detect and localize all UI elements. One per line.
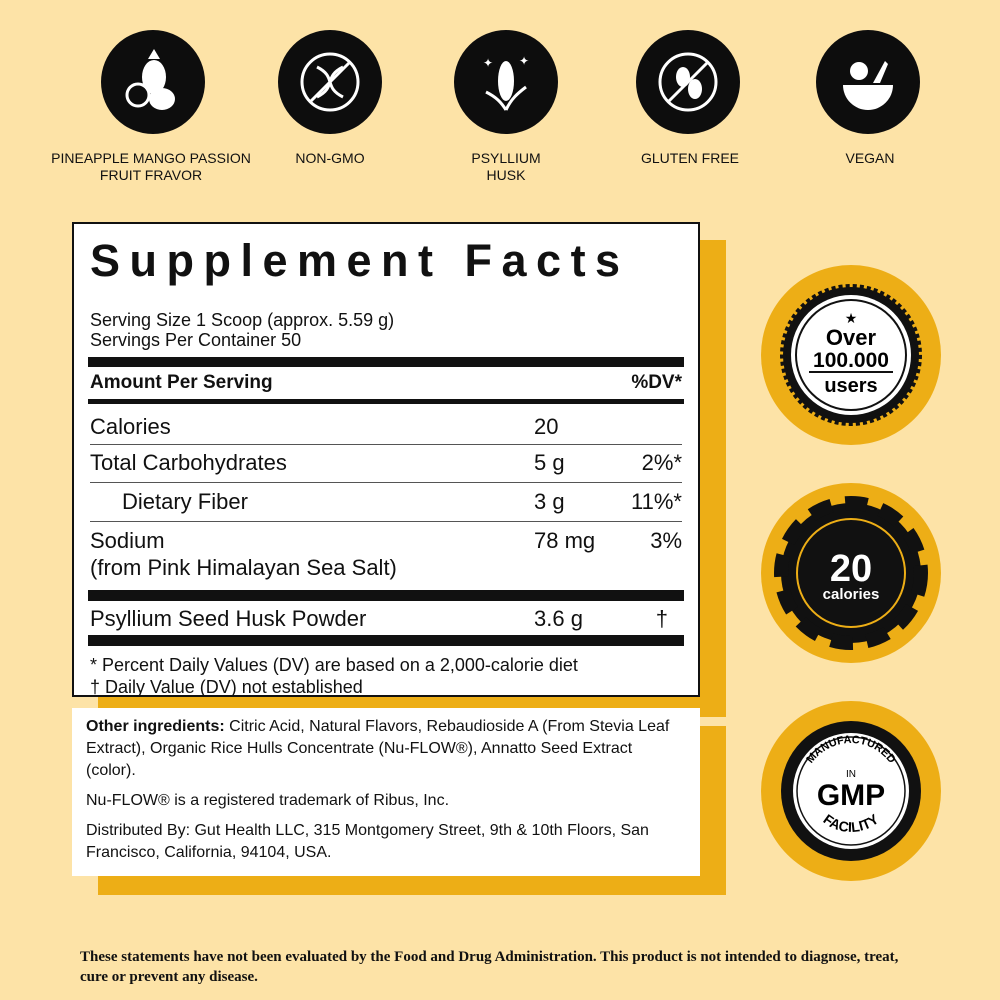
footnote: † Daily Value (DV) not established [90, 677, 363, 697]
badge-number: 20 [830, 548, 872, 590]
amount-header: Amount Per Serving [90, 372, 273, 393]
nutrient-row: Psyllium Seed Husk Powder 3.6 g † [90, 601, 682, 635]
ingredients-label: Other ingredients: [86, 718, 225, 735]
nutrient-dv: † [655, 606, 668, 631]
nutrient-value: 20 [534, 414, 559, 439]
trademark-note: Nu-FLOW® is a registered trademark of Ri… [86, 792, 450, 809]
dv-header: %DV* [631, 372, 682, 393]
divider [88, 635, 684, 646]
star-icon: ★ [845, 310, 858, 326]
psyllium-icon: ✦ ✦ [454, 30, 558, 134]
calories-badge: 20 calories [761, 483, 941, 663]
servings-per-container: Servings Per Container 50 [90, 330, 302, 350]
nutrient-value: 3 g [534, 489, 565, 514]
badge-text: calories [823, 586, 880, 603]
gmp-badge: MANUFACTURED IN GMP FACILITY [761, 701, 941, 881]
icon-label: PSYLLIUM HUSK [471, 150, 541, 183]
distributor: Distributed By: Gut Health LLC, 315 Mont… [86, 822, 649, 861]
icon-label: PINEAPPLE MANGO PASSION FRUIT FRAVOR [51, 150, 251, 183]
nutrient-name: Dietary Fiber [122, 489, 248, 514]
footnote: * Percent Daily Values (DV) are based on… [90, 655, 578, 675]
supplement-facts-panel: Supplement Facts Serving Size 1 Scoop (a… [72, 222, 700, 697]
svg-text:✦: ✦ [519, 54, 529, 68]
serving-size: Serving Size 1 Scoop (approx. 5.59 g) [90, 310, 395, 330]
badge-text: Over [826, 325, 877, 350]
icon-label: GLUTEN FREE [640, 150, 739, 166]
nutrient-value: 3.6 g [534, 606, 583, 631]
nutrient-dv: 11%* [631, 489, 682, 514]
facts-title: Supplement Facts [90, 235, 630, 286]
nutrient-dv: 3% [650, 528, 682, 553]
icon-label: NON-GMO [295, 150, 365, 166]
divider [88, 357, 684, 367]
nutrient-source: (from Pink Himalayan Sea Salt) [90, 555, 397, 580]
fruit-icon [101, 30, 205, 134]
divider [88, 590, 684, 601]
ingredients-text: Citric Acid, Natural Flavors, Rebaudiosi… [86, 718, 670, 779]
badge-text: 100.000 [813, 349, 889, 372]
badge-text: GMP [817, 779, 885, 812]
nutrient-name: Total Carbohydrates [90, 450, 287, 475]
nutrient-value: 5 g [534, 450, 565, 475]
users-badge: ★ Over 100.000 users [761, 265, 941, 445]
nutrient-row: Dietary Fiber 3 g 11%* [90, 483, 682, 522]
divider [88, 399, 684, 404]
badge-text: users [824, 375, 877, 397]
non-gmo-icon [278, 30, 382, 134]
badge-text: IN [846, 769, 856, 780]
nutrient-dv: 2%* [641, 450, 682, 475]
nutrient-row: Calories 20 [90, 404, 682, 445]
icon-label: VEGAN [845, 150, 895, 166]
nutrient-name: Sodium [90, 528, 165, 553]
nutrient-row: Total Carbohydrates 5 g 2%* [90, 445, 682, 483]
ingredients-panel: Other ingredients: Citric Acid, Natural … [72, 708, 700, 876]
nutrient-value: 78 mg [534, 528, 596, 553]
fda-disclaimer: These statements have not been evaluated… [80, 949, 899, 985]
gluten-free-icon [636, 30, 740, 134]
nutrient-name: Calories [90, 414, 171, 439]
nutrient-row: Sodium (from Pink Himalayan Sea Salt) 78… [90, 522, 682, 590]
nutrient-name: Psyllium Seed Husk Powder [90, 606, 367, 631]
svg-text:✦: ✦ [483, 56, 493, 70]
vegan-icon [816, 30, 920, 134]
